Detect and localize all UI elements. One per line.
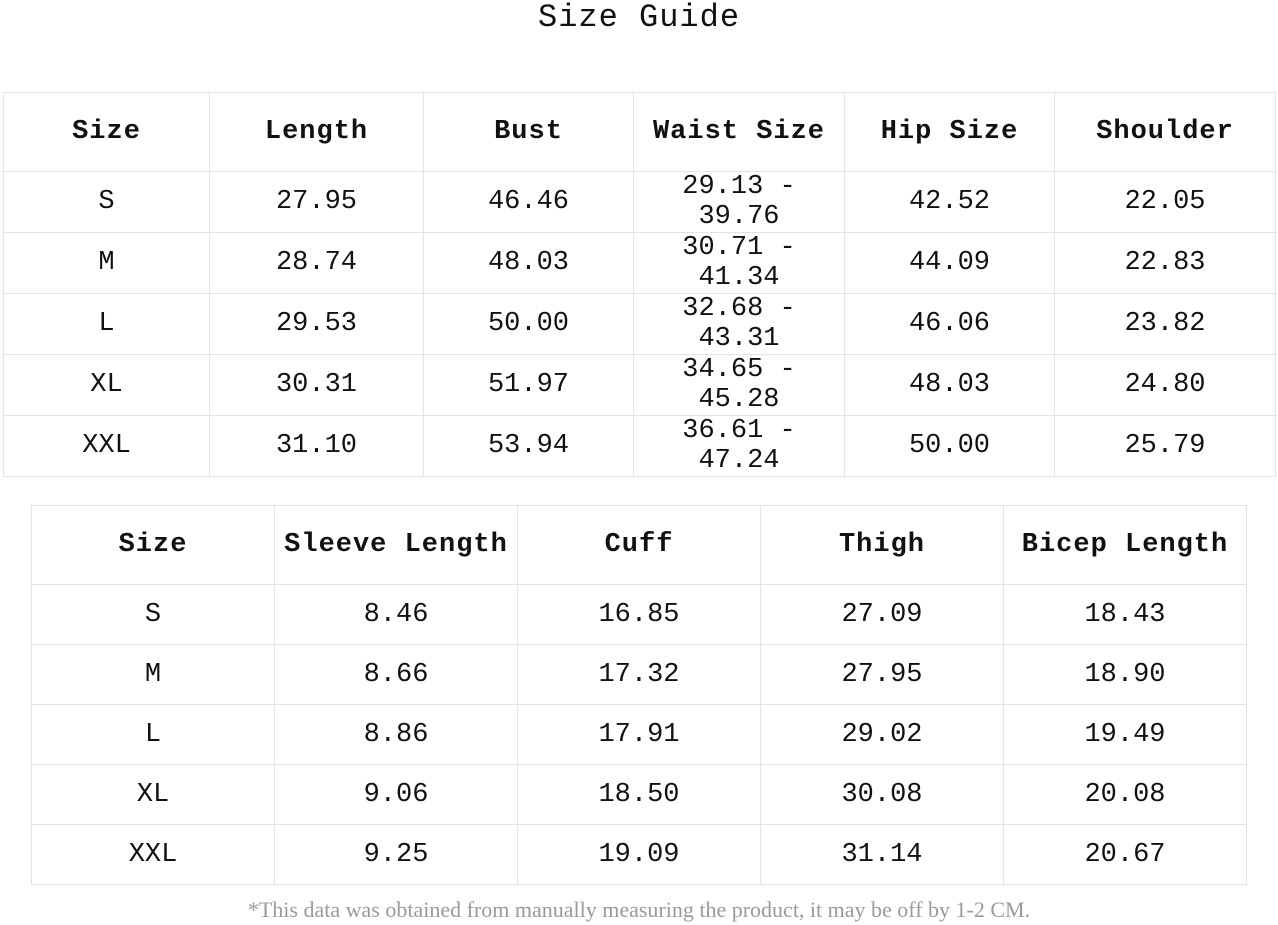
- measurement-cell: 18.50: [517, 764, 761, 825]
- measurement-cell: 23.82: [1054, 293, 1276, 355]
- size-cell: XXL: [3, 415, 210, 477]
- size-cell: XL: [31, 764, 275, 825]
- column-header: Bust: [423, 92, 634, 172]
- measurement-cell: 22.05: [1054, 171, 1276, 233]
- measurement-cell: 30.08: [760, 764, 1004, 825]
- column-header: Size: [31, 505, 275, 585]
- size-cell: L: [31, 704, 275, 765]
- table-row: L 29.53 50.00 32.68 - 43.31 46.06 23.82: [3, 293, 1276, 355]
- measurement-cell: 50.00: [844, 415, 1055, 477]
- measurement-cell: 29.02: [760, 704, 1004, 765]
- measurement-cell: 22.83: [1054, 232, 1276, 294]
- measurement-cell: 27.95: [209, 171, 424, 233]
- measurement-cell: 50.00: [423, 293, 634, 355]
- column-header: Sleeve Length: [274, 505, 518, 585]
- measurement-cell: 44.09: [844, 232, 1055, 294]
- table-row: M 8.66 17.32 27.95 18.90: [31, 644, 1247, 705]
- size-cell: S: [31, 584, 275, 645]
- measurement-cell: 8.86: [274, 704, 518, 765]
- measurement-cell: 30.31: [209, 354, 424, 416]
- measurement-cell: 27.09: [760, 584, 1004, 645]
- measurement-cell: 16.85: [517, 584, 761, 645]
- measurement-cell: 19.49: [1003, 704, 1247, 765]
- measurement-cell: 17.91: [517, 704, 761, 765]
- column-header: Thigh: [760, 505, 1004, 585]
- measurement-cell: 17.32: [517, 644, 761, 705]
- measurement-cell: 30.71 - 41.34: [633, 232, 845, 294]
- measurement-cell: 20.67: [1003, 824, 1247, 885]
- column-header: Hip Size: [844, 92, 1055, 172]
- table-row: M 28.74 48.03 30.71 - 41.34 44.09 22.83: [3, 232, 1276, 294]
- measurement-cell: 9.06: [274, 764, 518, 825]
- table-row: L 8.86 17.91 29.02 19.49: [31, 704, 1247, 765]
- measurement-cell: 53.94: [423, 415, 634, 477]
- measurement-cell: 31.10: [209, 415, 424, 477]
- column-header: Bicep Length: [1003, 505, 1247, 585]
- size-cell: XXL: [31, 824, 275, 885]
- table-row: XL 30.31 51.97 34.65 - 45.28 48.03 24.80: [3, 354, 1276, 416]
- measurement-cell: 28.74: [209, 232, 424, 294]
- measurement-cell: 24.80: [1054, 354, 1276, 416]
- table-row: S 8.46 16.85 27.09 18.43: [31, 584, 1247, 645]
- column-header: Cuff: [517, 505, 761, 585]
- measurement-cell: 48.03: [423, 232, 634, 294]
- measurement-cell: 36.61 - 47.24: [633, 415, 845, 477]
- measurement-cell: 31.14: [760, 824, 1004, 885]
- size-cell: M: [31, 644, 275, 705]
- size-cell: S: [3, 171, 210, 233]
- measurement-cell: 25.79: [1054, 415, 1276, 477]
- footnote: *This data was obtained from manually me…: [247, 897, 1031, 922]
- measurement-cell: 34.65 - 45.28: [633, 354, 845, 416]
- table-row: XL 9.06 18.50 30.08 20.08: [31, 764, 1247, 825]
- column-header: Shoulder: [1054, 92, 1276, 172]
- column-header: Size: [3, 92, 210, 172]
- measurement-cell: 29.53: [209, 293, 424, 355]
- page-title: Size Guide: [537, 0, 741, 36]
- measurement-cell: 19.09: [517, 824, 761, 885]
- measurement-cell: 46.46: [423, 171, 634, 233]
- header-row: Size Sleeve Length Cuff Thigh Bicep Length: [31, 505, 1247, 585]
- column-header: Waist Size: [633, 92, 845, 172]
- size-table-main: Size Length Bust Waist Size Hip Size Shoulder…: [3, 92, 1276, 477]
- measurement-cell: 9.25: [274, 824, 518, 885]
- header-row: Size Length Bust Waist Size Hip Size Shoulder: [3, 92, 1276, 172]
- measurement-cell: 27.95: [760, 644, 1004, 705]
- measurement-cell: 46.06: [844, 293, 1055, 355]
- size-table-secondary: Size Sleeve Length Cuff Thigh Bicep Length S 8…: [31, 505, 1247, 885]
- measurement-cell: 32.68 - 43.31: [633, 293, 845, 355]
- measurement-cell: 48.03: [844, 354, 1055, 416]
- size-cell: L: [3, 293, 210, 355]
- measurement-cell: 8.46: [274, 584, 518, 645]
- measurement-cell: 51.97: [423, 354, 634, 416]
- measurement-cell: 42.52: [844, 171, 1055, 233]
- table-row: XXL 31.10 53.94 36.61 - 47.24 50.00 25.79: [3, 415, 1276, 477]
- measurement-cell: 20.08: [1003, 764, 1247, 825]
- size-cell: M: [3, 232, 210, 294]
- measurement-cell: 8.66: [274, 644, 518, 705]
- measurement-cell: 18.90: [1003, 644, 1247, 705]
- measurement-cell: 29.13 - 39.76: [633, 171, 845, 233]
- size-cell: XL: [3, 354, 210, 416]
- column-header: Length: [209, 92, 424, 172]
- table-row: S 27.95 46.46 29.13 - 39.76 42.52 22.05: [3, 171, 1276, 233]
- measurement-cell: 18.43: [1003, 584, 1247, 645]
- table-row: XXL 9.25 19.09 31.14 20.67: [31, 824, 1247, 885]
